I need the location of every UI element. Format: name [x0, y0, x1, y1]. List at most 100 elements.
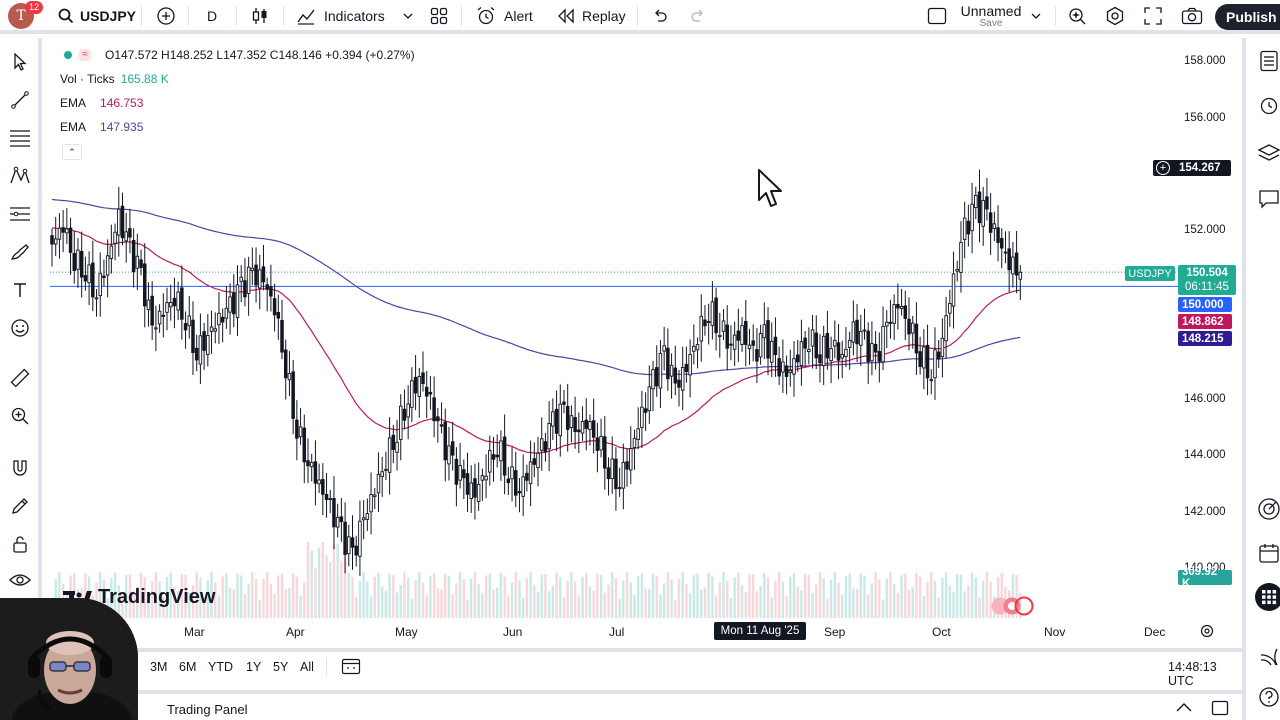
range-all[interactable]: All: [300, 660, 314, 674]
indicators-button[interactable]: Indicators: [296, 0, 413, 32]
chat-button[interactable]: [1256, 188, 1280, 214]
indicators-label: Indicators: [324, 8, 385, 24]
alert-button[interactable]: Alert: [476, 0, 533, 32]
go-to-date-button[interactable]: [341, 657, 361, 680]
templates-button[interactable]: [430, 0, 448, 32]
candle-body: [554, 408, 559, 434]
volume-bar: [499, 573, 503, 618]
volume-bar: [225, 573, 228, 618]
maximize-panel-button[interactable]: [1211, 700, 1229, 720]
time-axis[interactable]: Mar Apr May Jun Jul Mon 11 Aug '25 Sep O…: [46, 620, 1238, 646]
candle-body: [569, 415, 574, 428]
bar-countdown: 06:11:45: [1185, 281, 1229, 293]
candle-body: [699, 315, 704, 342]
magnet-tool[interactable]: [8, 458, 32, 482]
alarm-clock-icon: [1258, 94, 1280, 121]
object-tree-button[interactable]: [1256, 142, 1280, 168]
candle-body: [903, 305, 908, 319]
candle-body: [495, 454, 499, 458]
candle-body: [395, 441, 399, 453]
volume-bar: [373, 577, 376, 618]
fib-tool[interactable]: [8, 128, 32, 152]
lock-icon: [11, 534, 29, 559]
user-avatar[interactable]: T 12: [8, 1, 44, 29]
publish-button[interactable]: Publish: [1215, 4, 1280, 30]
candle-body: [866, 330, 870, 363]
collapse-panel-button[interactable]: [1175, 700, 1193, 718]
lock-drawings-tool[interactable]: [8, 534, 32, 558]
candle-body: [406, 403, 410, 418]
redo-button[interactable]: [689, 0, 707, 32]
ema2-legend[interactable]: EMA 147.935: [60, 118, 143, 136]
volume-bar: [681, 572, 684, 618]
signal-button[interactable]: [1256, 646, 1280, 672]
trend-line-tool[interactable]: [8, 90, 32, 114]
target-button[interactable]: [1256, 497, 1280, 524]
range-5y[interactable]: 5Y: [273, 660, 289, 674]
month-label: Apr: [286, 625, 305, 639]
redo-icon: [689, 8, 707, 24]
undo-button[interactable]: [651, 0, 669, 32]
volume-bar: [807, 575, 811, 618]
hide-drawings-tool[interactable]: [8, 570, 32, 594]
help-button[interactable]: [1256, 686, 1280, 712]
quick-search-button[interactable]: [1067, 0, 1087, 32]
candle-body: [502, 436, 507, 476]
measure-tool[interactable]: [8, 368, 32, 392]
watchlist-button[interactable]: [1256, 50, 1280, 76]
brush-tool[interactable]: [8, 242, 32, 266]
volume-bar: [636, 576, 640, 618]
replay-button[interactable]: Replay: [557, 0, 626, 32]
month-label: Dec: [1144, 625, 1166, 639]
volume-bar: [670, 579, 673, 618]
cursor-tool[interactable]: [8, 51, 32, 76]
record-indicator[interactable]: [990, 596, 1034, 621]
pattern-tool[interactable]: [8, 166, 32, 190]
candle-body: [736, 330, 741, 341]
candle-body: [695, 344, 700, 351]
layout-menu-button[interactable]: [1031, 0, 1041, 32]
candles-icon: [251, 6, 269, 26]
interval-button[interactable]: D: [207, 8, 218, 24]
candle-body: [458, 465, 462, 481]
utc-clock[interactable]: 14:48:13 UTC: [1168, 660, 1217, 688]
ema1-legend[interactable]: EMA 146.753: [60, 94, 143, 112]
calendar-button[interactable]: [1256, 542, 1280, 568]
stay-drawing-tool[interactable]: [8, 496, 32, 520]
collapse-legend-button[interactable]: ⌃: [62, 144, 82, 160]
alerts-panel-button[interactable]: [1256, 94, 1280, 120]
volume-bar: [711, 576, 714, 618]
bottom-tab-trading-panel[interactable]: Trading Panel: [167, 702, 248, 717]
volume-bar: [510, 582, 514, 618]
candle-body: [72, 253, 77, 271]
fullscreen-button[interactable]: [1144, 0, 1162, 32]
watermark-text: TradingView: [98, 586, 216, 608]
symbol-search[interactable]: USDJPY: [58, 0, 136, 32]
chevron-down-icon: [403, 12, 413, 20]
volume-bar: [759, 586, 762, 618]
layout-name-button[interactable]: Unnamed Save: [961, 0, 1022, 32]
range-1y[interactable]: 1Y: [246, 660, 262, 674]
volume-bar: [291, 573, 295, 618]
layout-toggle[interactable]: [927, 0, 947, 32]
compare-button[interactable]: [156, 0, 176, 32]
emoji-tool[interactable]: [8, 318, 32, 342]
volume-legend[interactable]: Vol · Ticks 165.88 K: [60, 70, 169, 88]
range-3m[interactable]: 3M: [150, 660, 168, 674]
candle-body: [877, 350, 882, 362]
apps-button[interactable]: [1255, 582, 1280, 612]
range-6m[interactable]: 6M: [179, 660, 197, 674]
crosshair-price-label[interactable]: + 154.267: [1153, 160, 1231, 176]
candle-body: [1011, 256, 1015, 275]
axis-settings-button[interactable]: [1200, 624, 1214, 643]
forecast-tool[interactable]: [8, 204, 32, 228]
text-tool[interactable]: [8, 280, 32, 304]
snapshot-button[interactable]: [1181, 0, 1203, 32]
volume-bar: [507, 595, 510, 618]
settings-button[interactable]: [1105, 0, 1125, 32]
chart-type-button[interactable]: [251, 0, 269, 32]
candle-body: [896, 303, 900, 309]
range-ytd[interactable]: YTD: [208, 660, 233, 674]
zoom-tool[interactable]: [8, 406, 32, 430]
